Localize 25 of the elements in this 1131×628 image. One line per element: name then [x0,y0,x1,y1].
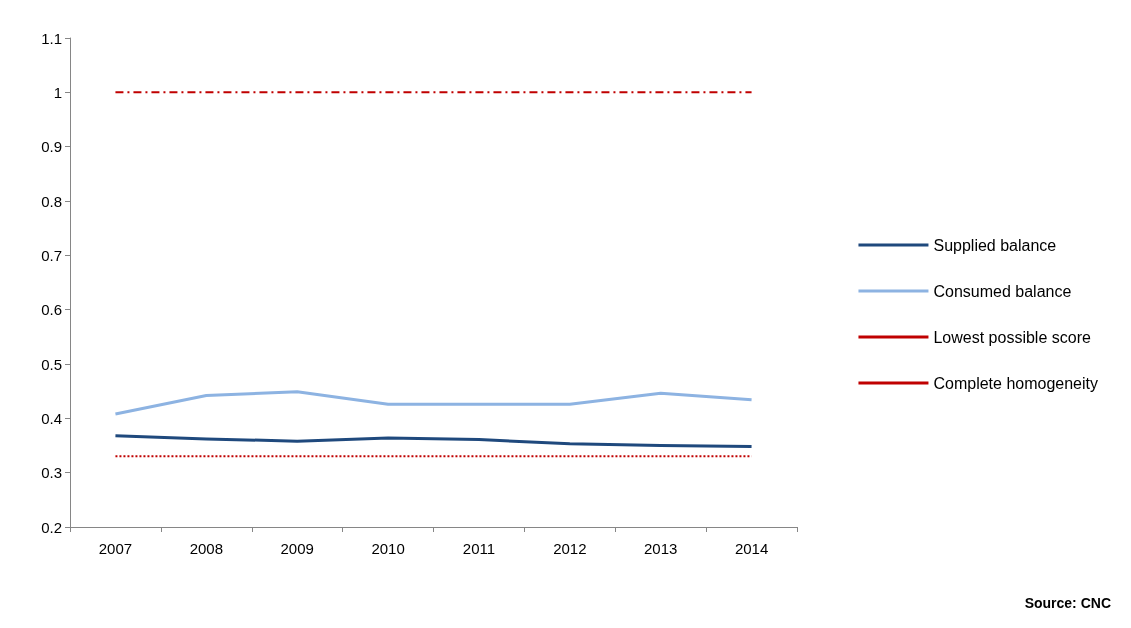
source-note: Source: CNC [1024,595,1112,611]
line-series [113,434,754,449]
y-tick-label: 0.7 [41,246,62,264]
x-tick-label: 2012 [553,540,587,557]
x-tick-label: 2007 [98,540,133,557]
x-tick-label: 2008 [189,540,223,557]
y-tick-label: 0.9 [41,138,62,156]
y-tick-label: 1 [53,83,62,101]
x-tick-label: 2014 [734,540,769,557]
x-tick-label: 2009 [280,540,314,557]
legend-label: Supplied balance [933,236,1057,254]
line-series [113,390,754,416]
x-tick-label: 2010 [371,540,405,557]
y-tick-label: 0.8 [41,192,62,210]
y-tick-label: 0.4 [41,409,62,427]
legend-label: Consumed balance [933,282,1072,300]
x-tick-label: 2013 [644,540,678,557]
y-tick-label: 0.5 [41,355,62,373]
x-tick-label: 2011 [462,540,496,557]
y-tick-label: 0.3 [41,464,62,482]
legend-label: Lowest possible score [933,328,1091,346]
y-tick-label: 0.6 [41,301,62,319]
y-tick-label: 0.2 [41,518,62,536]
legend-label: Complete homogeneity [933,374,1099,392]
y-tick-label: 1.1 [41,29,62,47]
